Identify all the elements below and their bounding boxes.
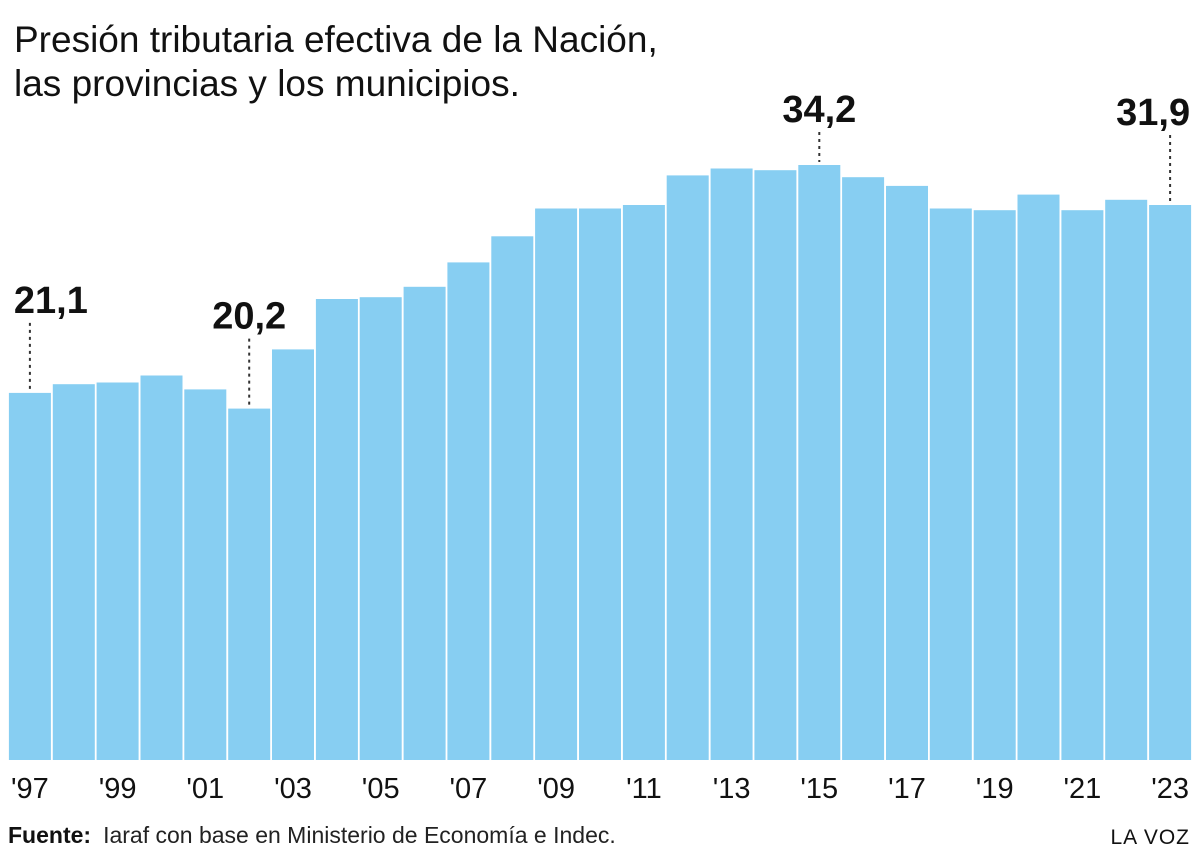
bar-97 bbox=[8, 392, 51, 760]
bar-23 bbox=[1149, 205, 1192, 760]
x-tick-label: '09 bbox=[537, 773, 575, 805]
data-label: 34,2 bbox=[782, 89, 856, 131]
source-note: Fuente: Iaraf con base en Ministerio de E… bbox=[8, 822, 616, 849]
x-tick-label: '01 bbox=[186, 773, 224, 805]
bar-14 bbox=[754, 170, 797, 760]
bar-00 bbox=[140, 375, 183, 760]
source-label: Fuente: bbox=[8, 822, 92, 848]
bar-15 bbox=[798, 165, 841, 760]
bar-20 bbox=[1017, 194, 1060, 761]
chart-title-line-2: las provincias y los municipios. bbox=[14, 63, 520, 104]
x-tick-label: '21 bbox=[1064, 773, 1102, 805]
bar-13 bbox=[710, 168, 753, 760]
x-tick-label: '99 bbox=[99, 773, 137, 805]
x-tick-label: '13 bbox=[713, 773, 751, 805]
data-label: 20,2 bbox=[212, 296, 286, 338]
bar-17 bbox=[886, 185, 928, 760]
bar-02 bbox=[228, 408, 271, 760]
x-tick-label: '15 bbox=[800, 773, 838, 805]
x-tick-label: '07 bbox=[450, 773, 488, 805]
bar-03 bbox=[272, 349, 314, 760]
bar-18 bbox=[929, 208, 972, 760]
bar-19 bbox=[973, 210, 1016, 760]
bar-12 bbox=[666, 175, 709, 760]
brand-logo: LA VOZ bbox=[1110, 826, 1190, 849]
x-tick-label: '17 bbox=[888, 773, 926, 805]
data-label: 21,1 bbox=[14, 280, 88, 322]
x-tick-label: '97 bbox=[11, 773, 49, 805]
bar-09 bbox=[535, 208, 578, 760]
x-tick-label: '19 bbox=[976, 773, 1014, 805]
bar-06 bbox=[403, 286, 446, 760]
bar-01 bbox=[184, 389, 227, 760]
source-text: Iaraf con base en Ministerio de Economía… bbox=[103, 822, 616, 848]
bar-05 bbox=[359, 297, 402, 760]
chart-title: Presión tributaria efectiva de la Nación… bbox=[14, 18, 914, 106]
chart-title-line-1: Presión tributaria efectiva de la Nación… bbox=[14, 19, 658, 60]
x-tick-label: '23 bbox=[1151, 773, 1189, 805]
x-tick-label: '03 bbox=[274, 773, 312, 805]
data-label: 31,9 bbox=[1116, 92, 1190, 134]
bar-16 bbox=[842, 177, 885, 760]
bar-22 bbox=[1105, 199, 1148, 761]
bar-07 bbox=[447, 262, 490, 760]
bar-21 bbox=[1061, 210, 1104, 760]
bar-08 bbox=[491, 236, 534, 761]
bar-04 bbox=[315, 299, 358, 760]
bar-98 bbox=[52, 384, 95, 760]
bar-99 bbox=[96, 382, 139, 760]
bar-10 bbox=[579, 208, 621, 760]
bar-11 bbox=[622, 205, 665, 760]
x-tick-label: '05 bbox=[362, 773, 400, 805]
x-tick-label: '11 bbox=[626, 773, 662, 805]
